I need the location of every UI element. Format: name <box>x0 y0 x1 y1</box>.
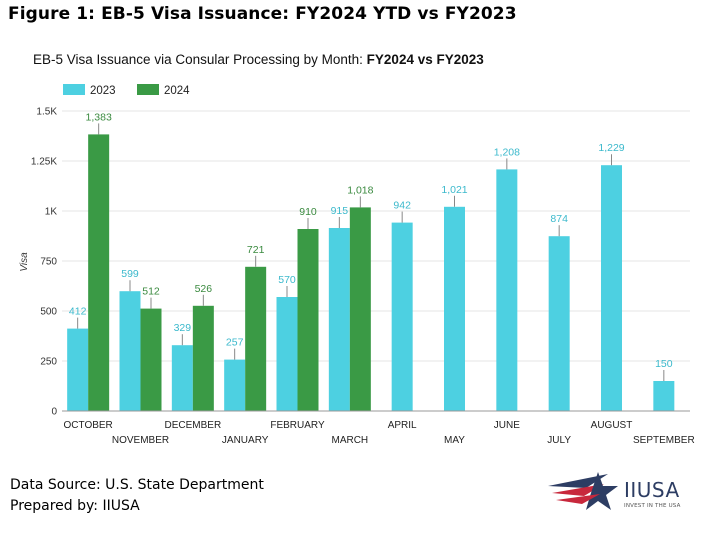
y-tick-label: 0 <box>51 407 57 418</box>
x-tick-label-july: JULY <box>547 435 571 446</box>
bar-label-2023-september: 150 <box>655 358 673 370</box>
bar-2023-december <box>171 345 193 411</box>
bar-chart: EB-5 Visa Issuance via Consular Processi… <box>19 52 695 446</box>
y-tick-label: 1K <box>45 207 58 218</box>
legend-swatch-2024 <box>137 84 159 95</box>
y-tick-label: 250 <box>40 357 57 368</box>
iiusa-logo: IIUSA INVEST IN THE USA <box>546 466 696 522</box>
y-axis-ticks: 0 250 500 750 1K 1.25K 1.5K <box>31 107 58 418</box>
bar-2023-september <box>653 381 675 411</box>
x-tick-label-december: DECEMBER <box>164 420 221 431</box>
bar-2023-august <box>601 165 622 411</box>
data-source-note: Data Source: U.S. State Department <box>10 477 264 493</box>
x-tick-label-august: AUGUST <box>591 420 633 431</box>
legend-swatch-2023 <box>63 84 85 95</box>
bar-label-2024-december: 526 <box>195 283 213 295</box>
bar-2023-october <box>67 328 89 411</box>
bar-label-2023-november: 599 <box>121 268 139 280</box>
chart-title: EB-5 Visa Issuance via Consular Processi… <box>33 52 484 67</box>
bar-2024-march <box>349 207 371 411</box>
bar-label-2023-march: 915 <box>331 205 349 217</box>
chart-title-bold: FY2024 vs FY2023 <box>367 52 485 67</box>
bar-2023-june <box>496 169 518 411</box>
x-tick-label-june: JUNE <box>494 420 520 431</box>
bar-label-2024-february: 910 <box>299 206 317 218</box>
bar-2024-october <box>88 134 110 411</box>
y-tick-label: 1.5K <box>36 107 57 118</box>
gridlines <box>62 110 690 362</box>
logo-wordmark: IIUSA <box>624 478 680 502</box>
logo-star-icon <box>548 472 618 510</box>
x-tick-label-november: NOVEMBER <box>112 435 169 446</box>
bar-label-2023-july: 874 <box>550 213 568 225</box>
bar-label-2024-march: 1,018 <box>347 184 373 196</box>
x-tick-label-april: APRIL <box>388 420 417 431</box>
x-tick-label-october: OCTOBER <box>64 420 113 431</box>
bar-2023-february <box>276 297 298 411</box>
bar-label-2023-may: 1,021 <box>441 184 467 196</box>
legend-label-2024: 2024 <box>164 85 190 97</box>
bar-label-2023-april: 942 <box>393 200 411 212</box>
bar-label-2024-october: 1,383 <box>86 111 112 123</box>
y-tick-label: 1.25K <box>31 157 57 168</box>
bar-2023-november <box>119 291 141 411</box>
bar-label-2023-january: 257 <box>226 337 244 349</box>
legend-label-2023: 2023 <box>90 85 116 97</box>
x-tick-label-september: SEPTEMBER <box>633 435 695 446</box>
prepared-by-note: Prepared by: IIUSA <box>10 498 140 514</box>
bar-2024-february <box>297 229 319 411</box>
x-tick-label-march: MARCH <box>331 435 368 446</box>
legend: 2023 2024 <box>63 84 190 97</box>
bar-label-2023-february: 570 <box>278 274 296 286</box>
x-tick-label-february: FEBRUARY <box>270 420 325 431</box>
bar-2023-july <box>548 236 570 411</box>
x-tick-label-january: JANUARY <box>222 435 269 446</box>
y-tick-label: 500 <box>40 307 57 318</box>
bar-2023-march <box>328 228 350 411</box>
bar-label-2023-august: 1,229 <box>598 142 624 154</box>
logo-tagline: INVEST IN THE USA <box>624 503 681 509</box>
bar-2023-may <box>444 206 465 411</box>
bar-2024-december <box>192 305 214 411</box>
bar-label-2024-november: 512 <box>142 286 160 298</box>
y-axis-label: Visa <box>19 252 30 272</box>
bar-2024-november <box>140 308 162 411</box>
bar-label-2023-june: 1,208 <box>494 146 520 158</box>
bar-2023-january <box>224 359 246 411</box>
x-tick-label-may: MAY <box>444 435 465 446</box>
chart-title-plain: EB-5 Visa Issuance via Consular Processi… <box>33 52 367 67</box>
bar-2023-april <box>391 222 413 411</box>
figure-title: Figure 1: EB-5 Visa Issuance: FY2024 YTD… <box>8 4 517 24</box>
bar-label-2023-october: 412 <box>69 306 87 318</box>
bar-label-2024-january: 721 <box>247 244 265 256</box>
bar-label-2023-december: 329 <box>174 322 192 334</box>
bar-2024-january <box>245 266 267 411</box>
y-tick-label: 750 <box>40 257 57 268</box>
bars <box>67 134 675 411</box>
